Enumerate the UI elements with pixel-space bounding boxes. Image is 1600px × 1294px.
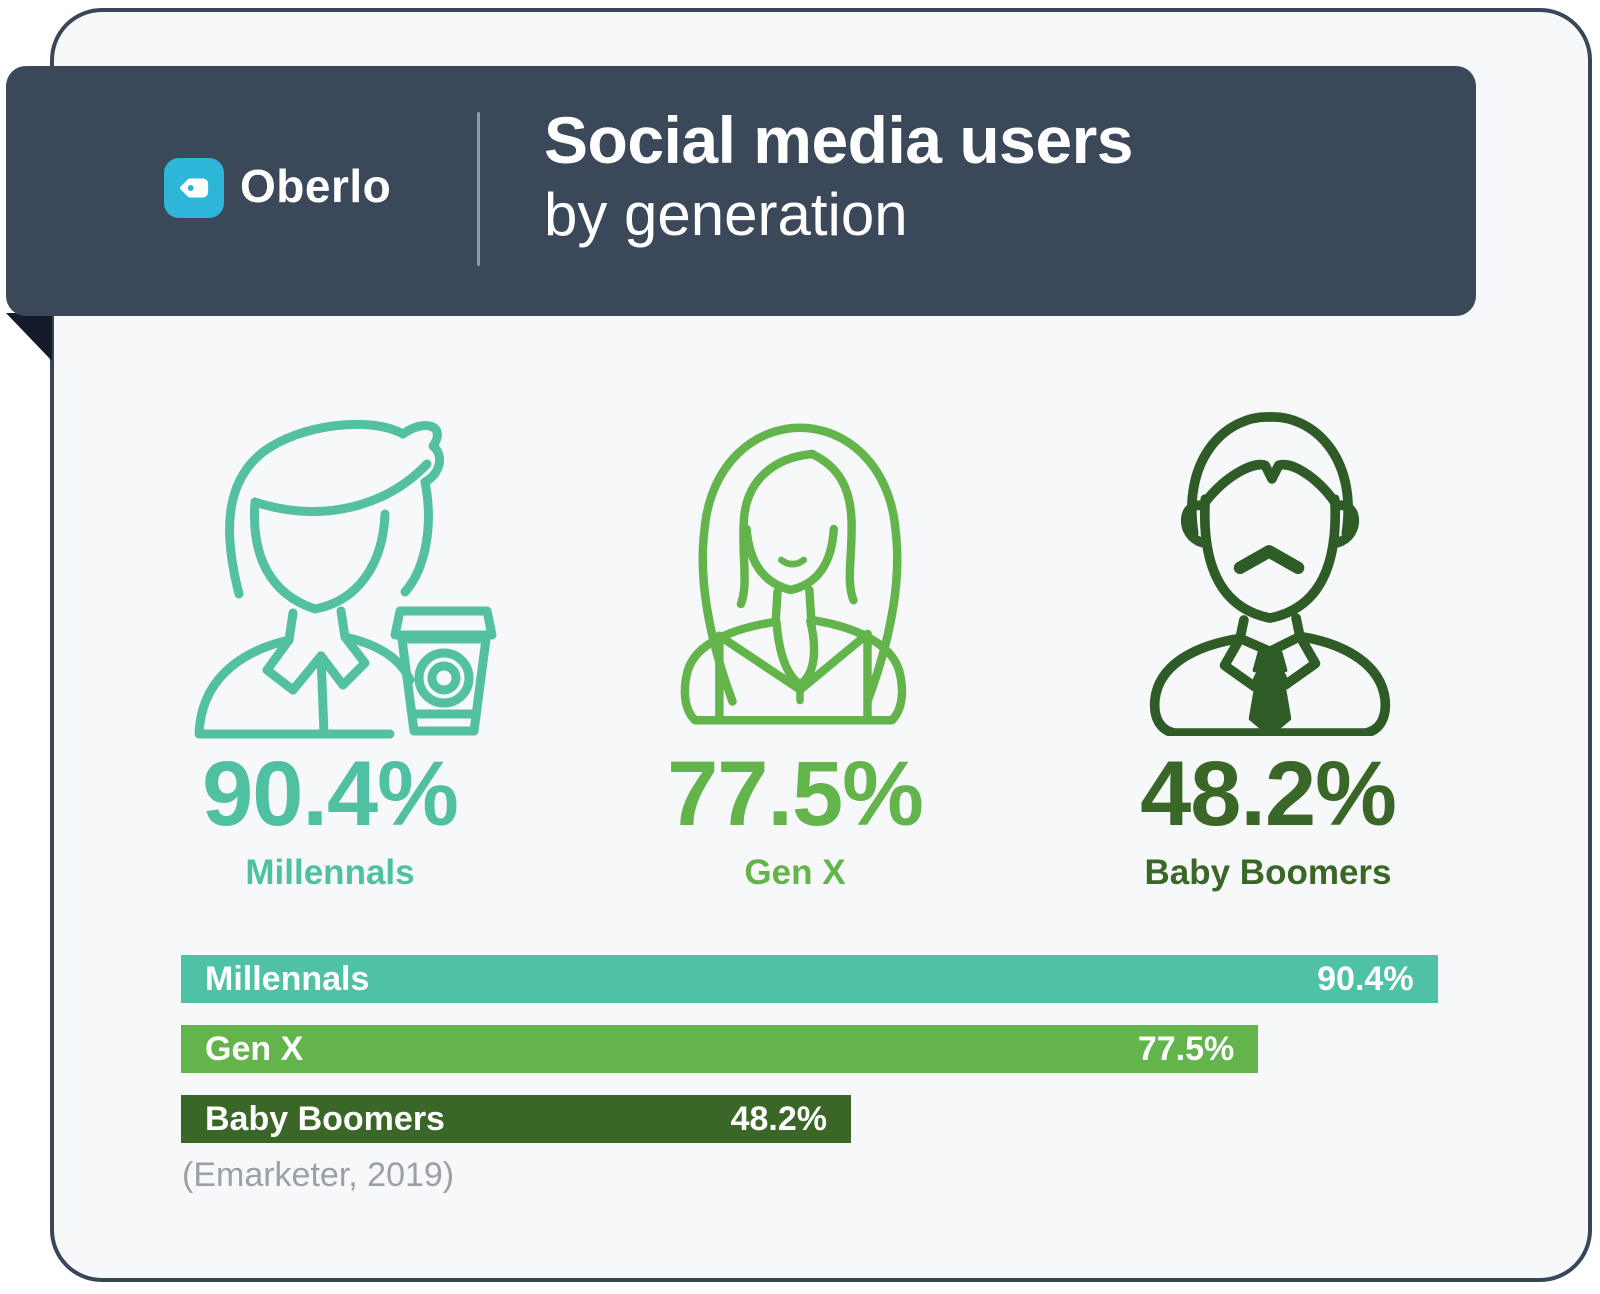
bar-value: 77.5% xyxy=(1137,1029,1235,1068)
header-banner: Oberlo Social media users by generation xyxy=(6,66,1476,316)
header-ribbon-fold xyxy=(6,313,52,361)
bar-millennials: Millennals 90.4% xyxy=(181,955,1438,1003)
source-citation: (Emarketer, 2019) xyxy=(182,1156,455,1194)
oberlo-logo-icon xyxy=(164,158,224,218)
title-line2: by generation xyxy=(544,181,908,248)
bar-value: 90.4% xyxy=(1317,959,1414,998)
bar-value: 48.2% xyxy=(730,1099,827,1138)
stat-label-genx: Gen X xyxy=(744,853,846,892)
stat-value-genx: 77.5% xyxy=(667,743,924,845)
stat-label-boomers: Baby Boomers xyxy=(1144,853,1392,892)
title-line1: Social media users xyxy=(544,103,1133,177)
bar-label: Baby Boomers xyxy=(205,1099,445,1138)
bar-chart: Millennals 90.4% Gen X 77.5% Baby Boomer… xyxy=(181,955,1571,1165)
genx-woman-icon xyxy=(650,390,950,728)
bar-label: Gen X xyxy=(205,1029,304,1068)
stat-value-boomers: 48.2% xyxy=(1140,743,1397,845)
stat-label-millennials: Millennals xyxy=(245,853,415,892)
header-divider xyxy=(477,112,480,266)
price-tag-icon xyxy=(179,178,209,198)
stat-value-millennials: 90.4% xyxy=(202,743,459,845)
page-title: Social media users by generation xyxy=(544,100,1133,250)
brand-name: Oberlo xyxy=(240,160,392,212)
bar-boomers: Baby Boomers 48.2% xyxy=(181,1095,851,1143)
bar-label: Millennals xyxy=(205,959,370,998)
baby-boomer-man-icon xyxy=(1120,388,1420,736)
millennial-with-coffee-icon xyxy=(175,382,520,742)
bar-genx: Gen X 77.5% xyxy=(181,1025,1259,1073)
